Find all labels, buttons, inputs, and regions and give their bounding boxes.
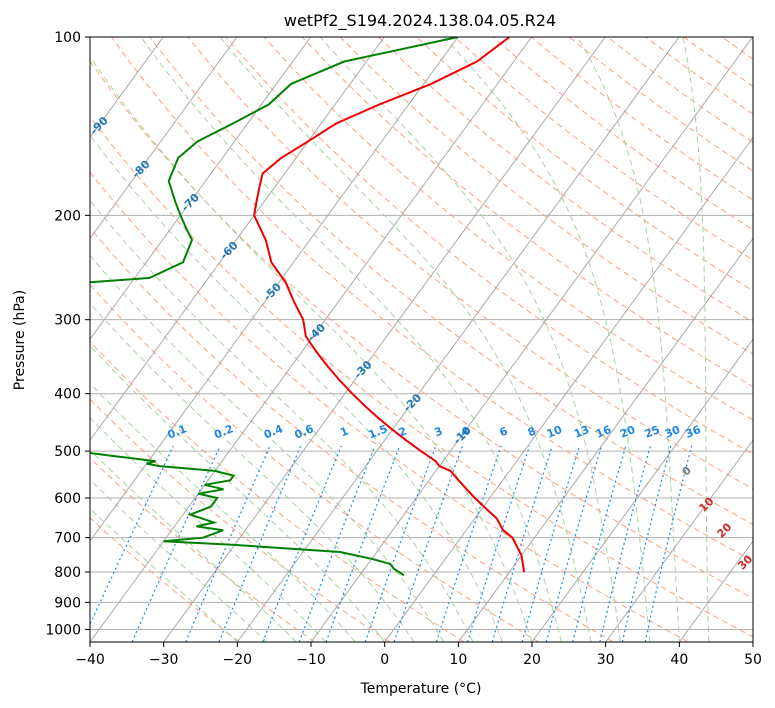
mixing-ratio-line (325, 445, 401, 642)
mixing-ratio-line (262, 445, 342, 642)
isotherm-line (236, 37, 680, 642)
mixing-ratio-line (572, 445, 627, 642)
dewpoint-profile-line (90, 37, 459, 577)
x-tick-label: −10 (296, 652, 326, 668)
mixing-ratio-label: 8 (526, 424, 538, 439)
moist-adiabat-line (90, 199, 474, 642)
mixing-ratio-label: 2 (397, 424, 409, 439)
dry-adiabat-line (90, 60, 753, 600)
x-tick-label: 50 (744, 652, 762, 668)
y-tick-label: 600 (54, 491, 81, 507)
mixing-ratio-line (131, 445, 221, 642)
y-tick-label: 1000 (45, 622, 81, 638)
moist-adiabat-line (90, 55, 533, 642)
moist-adiabat-line (444, 37, 651, 642)
y-tick-label: 400 (54, 387, 81, 403)
x-tick-label: −40 (75, 652, 105, 668)
dry-adiabat-line (149, 37, 753, 526)
plot-frame (89, 36, 754, 643)
moist-adiabat-line (90, 479, 268, 642)
dry-adiabat-line (225, 37, 753, 455)
temperature-profile-line (253, 37, 526, 573)
moist-adiabat-line (577, 37, 680, 642)
mixing-ratio-line (364, 445, 437, 642)
y-tick-label: 900 (54, 595, 81, 611)
moist-adiabat-line (90, 302, 415, 642)
moist-adiabat-line (90, 449, 297, 642)
mixing-ratio-label: 1 (338, 424, 350, 439)
mixing-ratio-label: 13 (572, 423, 591, 441)
isotherm-line (90, 37, 312, 341)
isotherm-line (90, 37, 385, 442)
axes: −40 −30 −20 −10 0 10 20 30 40 50 100 200 300 400 500 60… (45, 30, 762, 668)
mixing-ratio-label: 36 (684, 423, 703, 441)
mixing-ratio-line (621, 445, 672, 642)
isotherm-line (163, 37, 606, 642)
mixing-ratio-line (466, 445, 531, 642)
mixing-ratio-line (644, 445, 693, 642)
y-tick-label: 800 (54, 565, 81, 581)
chart-title: wetPf2_S194.2024.138.04.05.R24 (284, 11, 556, 31)
dry-adiabat-line (110, 37, 753, 562)
moist-adiabat-line (90, 382, 356, 642)
x-tick-label: −30 (149, 652, 179, 668)
y-tick-label: 500 (54, 444, 81, 460)
dry-adiabat-line (90, 457, 315, 642)
x-tick-label: 30 (597, 652, 615, 668)
dry-adiabat-line (416, 37, 753, 292)
moist-adiabat-line (90, 507, 238, 642)
y-tick-label: 300 (54, 313, 81, 329)
mixing-ratio-label: 16 (594, 423, 613, 441)
moist-adiabat-line (140, 37, 562, 642)
mixing-ratio-line (218, 445, 302, 642)
mixing-ratio-line (545, 445, 603, 642)
mixing-ratio-label: 20 (618, 423, 637, 441)
x-tick-label: 10 (449, 652, 467, 668)
x-axis-label: Temperature (°C) (360, 681, 482, 697)
y-tick-label: 700 (54, 531, 81, 547)
moist-adiabat-line (90, 134, 503, 642)
isotherm-line (457, 237, 753, 642)
mixing-ratio-label: 25 (643, 423, 662, 441)
moist-adiabat-line (90, 344, 386, 642)
mixing-ratio-line (185, 445, 271, 642)
dry-adiabat-line (263, 37, 753, 421)
x-tick-label: −20 (223, 652, 253, 668)
isotherm-line (310, 37, 753, 642)
moist-adiabat-line (319, 37, 621, 642)
mixing-ratio-label: 3 (433, 424, 445, 439)
x-tick-label: 0 (380, 652, 389, 668)
dry-adiabat-line (187, 37, 753, 490)
mixing-ratio-label: 30 (663, 423, 682, 441)
dry-adiabat-line (90, 227, 614, 642)
dry-adiabat-line (90, 171, 689, 642)
y-axis-label: Pressure (hPa) (12, 290, 28, 390)
mixing-ratio-line (393, 445, 463, 642)
moist-adiabat-line (682, 37, 710, 642)
isotherm-line (90, 37, 459, 542)
mixing-ratio-line (599, 445, 651, 642)
dry-adiabat-line (90, 283, 540, 642)
dry-adiabat-line (378, 37, 753, 323)
isotherm-line (605, 439, 753, 642)
mixing-ratio-line (435, 445, 502, 642)
x-tick-label: 20 (523, 652, 541, 668)
mixing-ratio-line (90, 445, 174, 626)
x-tick-label: 40 (670, 652, 688, 668)
y-tick-label: 200 (54, 208, 81, 224)
y-tick-label: 100 (54, 30, 81, 46)
isotherm-line (90, 37, 238, 240)
mixing-ratio-label: 10 (545, 423, 564, 441)
mixing-ratio-line (298, 445, 376, 642)
dry-adiabat-line (90, 398, 390, 642)
moist-adiabat-line (219, 37, 592, 642)
moist-adiabat-line (90, 417, 327, 642)
